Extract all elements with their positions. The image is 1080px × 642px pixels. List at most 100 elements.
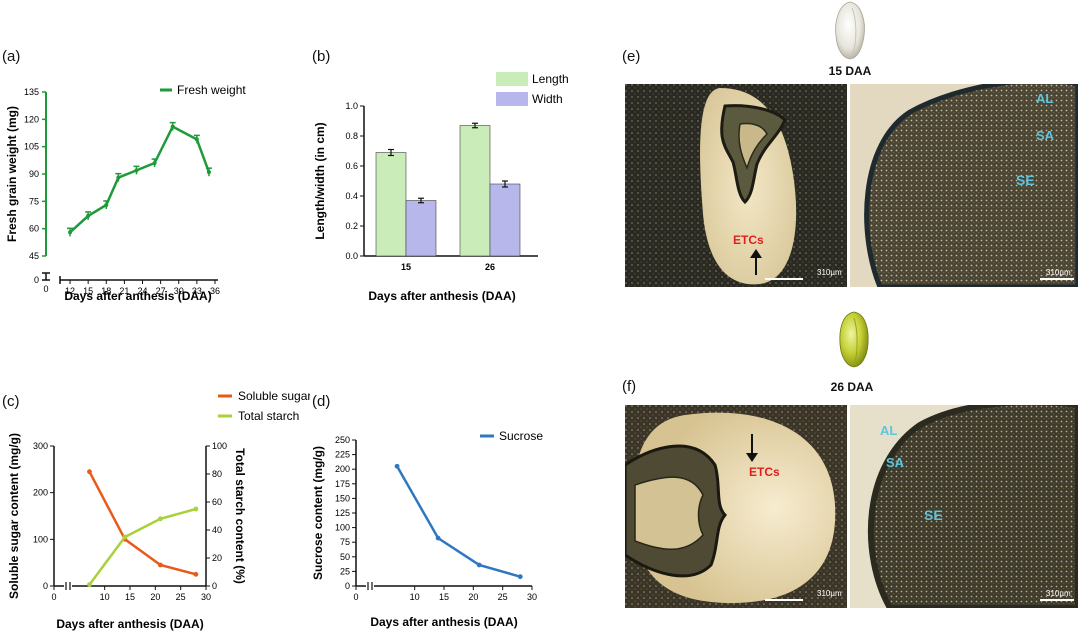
- se-label-26: SE: [924, 507, 943, 523]
- chart-c-sugar-starch: 0 100 200 300 0 20 40 60 80 100 0 10 15 20 25 30 Soluble…: [7, 389, 310, 631]
- y-axis-title: Soluble sugar content (mg/g): [7, 433, 21, 599]
- bar-width-15: [405, 200, 437, 257]
- y2-tick-label: 20: [212, 553, 222, 563]
- data-point: [104, 202, 109, 207]
- sa-label-26: SA: [886, 455, 905, 470]
- bar-length-15: [375, 152, 407, 257]
- legend-label-fresh-weight: Fresh weight: [177, 83, 246, 97]
- y-tick-label: 200: [335, 464, 350, 474]
- x-axis-title: Days after anthesis (DAA): [64, 289, 211, 303]
- legend-label-total-starch: Total starch: [238, 409, 299, 423]
- chart-a-fresh-weight: 45 60 75 90 105 120 135 00 12 15 18 21 24 27 30 33 36 Fre…: [5, 83, 246, 303]
- y-tick-label: 200: [33, 488, 48, 498]
- y2-tick-label: 40: [212, 525, 222, 535]
- x-tick-label: 15: [439, 592, 449, 602]
- data-point: [170, 124, 175, 129]
- data-point-sucrose: [394, 463, 400, 469]
- x-tick-label: 25: [498, 592, 508, 602]
- y-tick-label: 0.4: [345, 191, 358, 201]
- x-tick-label: 10: [410, 592, 420, 602]
- micrograph-15-daa-etcs: ETCs 310µm: [625, 84, 847, 287]
- data-point: [134, 168, 139, 173]
- x-axis-title: Days after anthesis (DAA): [368, 289, 515, 303]
- x-tick-label: 36: [210, 286, 220, 296]
- x-tick-label: 15: [83, 286, 93, 296]
- bar-length-26: [459, 125, 491, 257]
- y-tick-label: 0.6: [345, 161, 358, 171]
- data-point-sucrose: [435, 535, 441, 541]
- panel-label-d: (d): [312, 393, 331, 410]
- panel-label-b: (b): [312, 48, 331, 65]
- micrograph-15-daa-endosperm: AL SA SE 310µm: [850, 84, 1078, 287]
- data-point: [68, 230, 73, 235]
- x-tick-label: 26: [485, 262, 495, 272]
- scale-bar-label-e2: 310µm: [1046, 268, 1071, 277]
- y-tick-label: 225: [335, 450, 350, 460]
- y-tick-label: 300: [33, 441, 48, 451]
- chart-d-sucrose: 0 25 50 75 100 125 150 175 200 225 250 0 10 15 20 25 30 S…: [311, 429, 543, 629]
- panel-label-a: (a): [2, 48, 21, 65]
- x-tick-label: 20: [468, 592, 478, 602]
- data-point: [194, 137, 199, 142]
- y-axis-title: Length/width (in cm): [313, 122, 327, 239]
- x-tick-label: 25: [176, 592, 186, 602]
- y-tick-label: 1.0: [345, 101, 358, 111]
- sa-label-15: SA: [1036, 128, 1055, 143]
- y-tick-label: 175: [335, 479, 350, 489]
- data-point-total-starch: [87, 582, 92, 587]
- legend-label-width: Width: [532, 92, 563, 106]
- legend-label-soluble-sugar: Soluble sugar: [238, 389, 310, 403]
- x-tick-label: 0: [353, 592, 358, 602]
- panel-label-c: (c): [2, 393, 20, 410]
- y-tick-label: 125: [335, 508, 350, 518]
- scale-bar-label-f1: 310µm: [817, 589, 842, 598]
- panel-label-e: (e): [622, 48, 641, 65]
- x-tick-label: 12: [65, 286, 75, 296]
- title-15-daa: 15 DAA: [828, 64, 872, 78]
- data-point: [86, 213, 91, 218]
- y-tick-label: 0.0: [345, 251, 358, 261]
- micrograph-26-daa-etcs: ETCs 310µm: [625, 405, 847, 608]
- x-tick-label: 24: [138, 286, 148, 296]
- data-point: [116, 175, 121, 180]
- y-tick-label: 25: [340, 566, 350, 576]
- y-tick-label: 135: [24, 87, 39, 97]
- y-tick-label: 60: [29, 224, 39, 234]
- chart-b-length-width: 0.0 0.2 0.4 0.6 0.8 1.0 15 26 Length Width Days af…: [313, 72, 569, 303]
- y-tick-label: 100: [335, 523, 350, 533]
- y-tick-label: 75: [29, 196, 39, 206]
- x-axis-title: Days after anthesis (DAA): [56, 617, 203, 631]
- x-tick-label: 18: [101, 286, 111, 296]
- grain-26-daa-image: [839, 311, 869, 368]
- data-point-total-starch: [193, 506, 199, 512]
- y-tick-label: 75: [340, 537, 350, 547]
- y-tick-label: 45: [29, 251, 39, 261]
- etcs-label-15: ETCs: [733, 233, 764, 247]
- grain-15-daa-image: [835, 1, 865, 60]
- series-line-soluble-sugar: [88, 471, 197, 576]
- y2-tick-label: 80: [212, 469, 222, 479]
- data-point-sucrose: [517, 574, 523, 580]
- data-point-total-starch: [122, 534, 128, 540]
- x-tick-label: 10: [100, 592, 110, 602]
- legend-swatch-width: [496, 92, 528, 106]
- y-axis-title: Sucrose content (mg/g): [311, 446, 325, 580]
- y-axis-title: Fresh grain weight (mg): [5, 106, 19, 242]
- x-tick-label: 30: [174, 286, 184, 296]
- x-tick-label: 0: [51, 592, 56, 602]
- data-point-soluble-sugar: [193, 571, 199, 577]
- x-axis-title: Days after anthesis (DAA): [370, 615, 517, 629]
- data-point-sucrose: [476, 562, 482, 568]
- bar-width-26: [489, 183, 521, 257]
- series-line-total-starch: [88, 507, 197, 586]
- y-tick-label: 0: [345, 581, 350, 591]
- y2-tick-label: 0: [212, 581, 217, 591]
- al-label-26: AL: [880, 423, 898, 438]
- series-line-sucrose: [395, 465, 521, 578]
- legend-label-sucrose: Sucrose: [499, 429, 543, 443]
- x-tick-label: 0: [43, 284, 48, 294]
- arrow-down-icon: [746, 434, 758, 462]
- x-tick-label: 20: [150, 592, 160, 602]
- data-point-soluble-sugar: [87, 469, 92, 475]
- y-tick-label: 0: [34, 275, 39, 285]
